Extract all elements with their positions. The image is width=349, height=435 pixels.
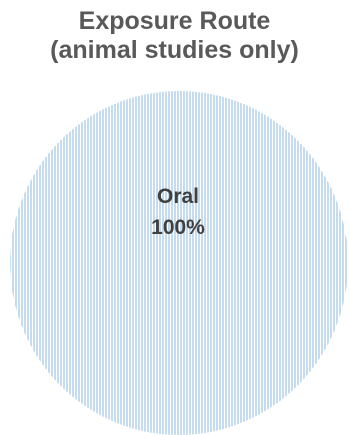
slice-label-oral: Oral: [157, 185, 199, 208]
pie-labels: Oral 100%: [151, 185, 205, 239]
pie-slice-oral: [10, 91, 348, 435]
chart-title-line-1: Exposure Route: [78, 7, 271, 35]
slice-percent-oral: 100%: [151, 216, 205, 239]
pie-slices: [10, 91, 348, 435]
chart-title-line-2: (animal studies only): [50, 36, 299, 64]
